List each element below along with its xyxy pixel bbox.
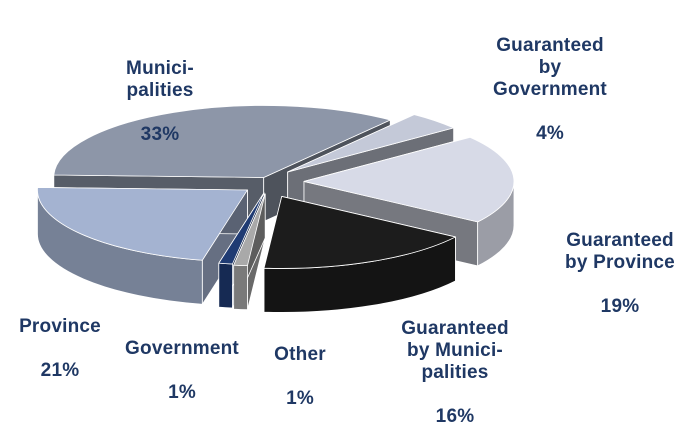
label-guaranteed-by-municipalities-name: Guaranteed by Munici- palities: [401, 318, 509, 383]
label-municipalities-value: 33%: [140, 124, 180, 145]
label-other-value: 1%: [286, 388, 314, 409]
label-province: Province 21%: [5, 294, 115, 382]
label-government: Government 1%: [112, 316, 252, 404]
label-guaranteed-by-municipalities-value: 16%: [435, 406, 475, 427]
label-municipalities: Munici- palities 33%: [95, 36, 225, 146]
slice-3-top: [263, 196, 456, 269]
label-municipalities-name: Munici- palities: [126, 58, 194, 101]
slice-2-top: [303, 136, 515, 223]
label-province-value: 21%: [40, 360, 80, 381]
label-government-value: 1%: [168, 382, 196, 403]
label-guaranteed-by-municipalities: Guaranteed by Munici- palities 16%: [370, 296, 540, 428]
label-guaranteed-by-province-name: Guaranteed by Province: [565, 230, 675, 273]
label-guaranteed-by-government: Guaranteed by Government 4%: [470, 13, 630, 145]
pie-chart-svg: [37, 105, 515, 313]
slice-1-top: [287, 114, 455, 173]
slice-4-top: [233, 193, 266, 267]
label-guaranteed-by-province: Guaranteed by Province 19%: [545, 208, 694, 318]
pie-chart: Munici- palities 33% Guaranteed by Gover…: [5, 13, 694, 427]
slice-4-side-0: [233, 264, 248, 311]
label-guaranteed-by-government-value: 4%: [536, 123, 564, 144]
slice-5-top: [218, 192, 265, 265]
label-other-name: Other: [274, 344, 326, 365]
slice-0-top: [53, 105, 391, 178]
slice-5-side-0: [218, 262, 233, 309]
label-government-name: Government: [125, 338, 239, 359]
label-other: Other 1%: [260, 322, 340, 410]
label-guaranteed-by-province-value: 19%: [600, 296, 640, 317]
label-province-name: Province: [19, 316, 101, 337]
slice-6-top: [37, 187, 248, 261]
label-guaranteed-by-government-name: Guaranteed by Government: [493, 35, 607, 100]
